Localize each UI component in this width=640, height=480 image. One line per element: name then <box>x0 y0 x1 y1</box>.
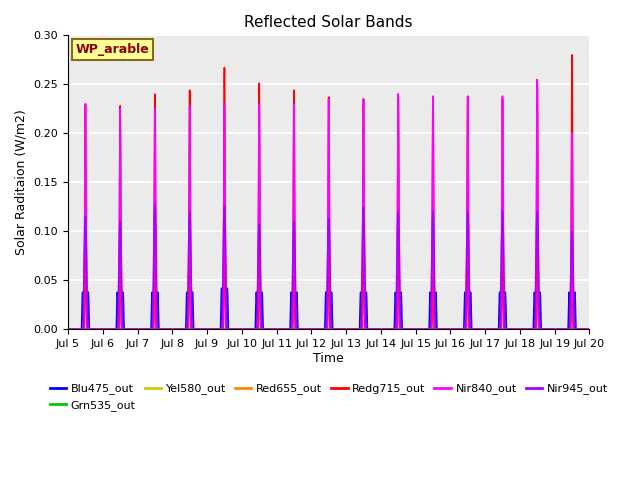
Nir840_out <box>241 326 249 332</box>
Grn535_out <box>445 326 453 332</box>
Redg715_out <box>64 326 72 332</box>
Blu475_out <box>311 326 319 332</box>
Nir840_out <box>445 326 453 332</box>
Grn535_out <box>311 326 319 332</box>
Red655_out <box>241 326 249 332</box>
Nir945_out <box>557 326 565 332</box>
Red655_out <box>64 326 72 332</box>
Line: Nir840_out: Nir840_out <box>68 79 589 329</box>
Red655_out <box>564 326 572 332</box>
Red655_out <box>445 326 453 332</box>
Line: Red655_out: Red655_out <box>68 239 589 329</box>
Line: Nir945_out: Nir945_out <box>68 204 589 329</box>
Grn535_out <box>460 326 468 332</box>
Redg715_out <box>586 326 593 332</box>
Blu475_out <box>445 326 453 332</box>
Line: Redg715_out: Redg715_out <box>68 55 589 329</box>
Nir945_out <box>311 326 319 332</box>
Grn535_out <box>557 326 565 332</box>
Blu475_out <box>218 285 225 291</box>
Yel580_out <box>64 326 72 332</box>
Blu475_out <box>557 326 565 332</box>
Nir840_out <box>564 326 572 332</box>
Yel580_out <box>311 326 319 332</box>
Yel580_out <box>460 326 468 332</box>
Line: Yel580_out: Yel580_out <box>68 249 589 329</box>
Redg715_out <box>557 326 564 332</box>
Line: Blu475_out: Blu475_out <box>68 288 589 329</box>
Yel580_out <box>445 326 453 332</box>
Nir945_out <box>151 201 159 207</box>
Nir945_out <box>241 326 249 332</box>
Yel580_out <box>221 246 228 252</box>
Blu475_out <box>564 326 572 332</box>
Nir945_out <box>564 326 572 332</box>
Redg715_out <box>564 326 572 332</box>
Yel580_out <box>557 326 565 332</box>
Grn535_out <box>221 253 228 259</box>
Grn535_out <box>64 326 72 332</box>
Red655_out <box>221 236 228 242</box>
Nir840_out <box>586 326 593 332</box>
Grn535_out <box>241 326 249 332</box>
Blu475_out <box>460 326 468 332</box>
Grn535_out <box>586 326 593 332</box>
Grn535_out <box>564 326 572 332</box>
Redg715_out <box>311 326 319 332</box>
Redg715_out <box>460 326 468 332</box>
Redg715_out <box>568 52 576 58</box>
Blu475_out <box>586 326 593 332</box>
Red655_out <box>557 326 565 332</box>
Nir840_out <box>311 326 319 332</box>
Nir945_out <box>445 326 453 332</box>
Redg715_out <box>241 326 249 332</box>
Nir840_out <box>460 326 468 332</box>
Text: WP_arable: WP_arable <box>76 43 150 56</box>
Yel580_out <box>564 326 572 332</box>
Redg715_out <box>445 326 453 332</box>
Nir840_out <box>533 76 541 82</box>
Line: Grn535_out: Grn535_out <box>68 256 589 329</box>
Yel580_out <box>586 326 593 332</box>
Red655_out <box>311 326 319 332</box>
Nir945_out <box>460 326 468 332</box>
Yel580_out <box>241 326 249 332</box>
Nir840_out <box>64 326 72 332</box>
Blu475_out <box>241 326 249 332</box>
Nir945_out <box>586 326 593 332</box>
Nir840_out <box>557 326 565 332</box>
Title: Reflected Solar Bands: Reflected Solar Bands <box>244 15 413 30</box>
Red655_out <box>586 326 593 332</box>
X-axis label: Time: Time <box>314 352 344 365</box>
Nir945_out <box>64 326 72 332</box>
Y-axis label: Solar Raditaion (W/m2): Solar Raditaion (W/m2) <box>15 109 28 255</box>
Legend: Blu475_out, Grn535_out, Yel580_out, Red655_out, Redg715_out, Nir840_out, Nir945_: Blu475_out, Grn535_out, Yel580_out, Red6… <box>45 379 612 415</box>
Red655_out <box>460 326 468 332</box>
Blu475_out <box>64 326 72 332</box>
